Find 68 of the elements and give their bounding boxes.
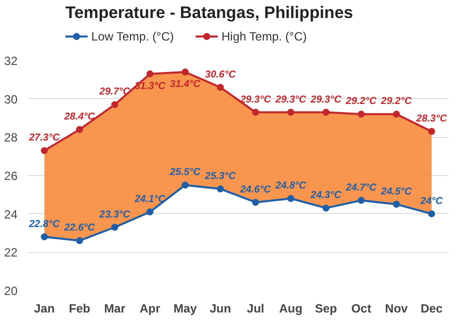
- data-label: 24.5°C: [380, 186, 413, 198]
- y-tick-label: 32: [4, 54, 18, 68]
- point: [428, 210, 436, 218]
- legend-label: Low Temp. (°C): [91, 30, 174, 44]
- x-tick-label: Oct: [351, 302, 372, 316]
- point: [287, 108, 294, 116]
- point: [392, 110, 400, 118]
- x-tick-label: Apr: [140, 302, 161, 316]
- data-label: 25.3°C: [204, 170, 236, 182]
- point: [40, 147, 48, 154]
- y-tick-label: 22: [4, 246, 18, 260]
- data-label: 24.3°C: [310, 190, 342, 202]
- y-tick-label: 28: [4, 130, 18, 145]
- y-tick-label: 26: [4, 169, 18, 183]
- y-tick-label: 30: [4, 92, 18, 106]
- point: [76, 126, 84, 133]
- data-label: 24.7°C: [344, 182, 378, 194]
- point: [111, 101, 118, 108]
- x-tick-label: Nov: [385, 302, 408, 316]
- data-label: 22.6°C: [63, 222, 96, 234]
- x-tick-label: Jan: [34, 302, 55, 316]
- y-tick-label: 20: [4, 284, 18, 298]
- point: [76, 237, 84, 244]
- point: [182, 68, 189, 76]
- legend-label: High Temp. (°C): [221, 30, 307, 44]
- point: [146, 70, 154, 78]
- point: [252, 198, 260, 206]
- data-label: 29.3°C: [274, 94, 307, 106]
- data-label: 28.4°C: [63, 112, 96, 122]
- data-label: 22.8°C: [28, 218, 60, 230]
- data-label: 24.6°C: [239, 184, 272, 196]
- data-label: 29.2°C: [344, 96, 378, 108]
- point: [216, 84, 224, 91]
- data-label: 29.2°C: [380, 96, 413, 108]
- point: [146, 208, 154, 216]
- x-tick-label: Mar: [104, 302, 126, 316]
- data-label: 25.5°C: [168, 167, 202, 178]
- x-tick-label: Feb: [68, 302, 90, 316]
- chart-title: Temperature - Batangas, Philippines: [65, 3, 353, 22]
- x-tick-label: Aug: [279, 302, 302, 316]
- data-label: 29.3°C: [310, 94, 342, 106]
- point: [428, 128, 436, 135]
- data-label: 24.1°C: [134, 194, 166, 205]
- data-label: 27.3°C: [28, 132, 60, 144]
- point: [182, 182, 189, 189]
- x-tick-label: Sep: [314, 302, 337, 316]
- data-label: 31.4°C: [170, 79, 202, 90]
- data-label: 29.3°C: [239, 94, 272, 106]
- data-label: 28.3°C: [415, 113, 448, 124]
- x-tick-label: Jul: [246, 302, 264, 316]
- point: [392, 200, 400, 208]
- point: [322, 108, 330, 116]
- x-tick-label: Jun: [210, 302, 232, 316]
- point: [40, 233, 48, 240]
- data-label: 30.6°C: [205, 69, 236, 80]
- point: [287, 195, 294, 202]
- point: [216, 185, 224, 192]
- x-tick-label: May: [173, 302, 198, 316]
- data-label: 24°C: [419, 196, 444, 207]
- point: [322, 204, 330, 212]
- point: [358, 110, 365, 118]
- y-tick-label: 24: [4, 207, 18, 222]
- point: [358, 196, 365, 204]
- point: [111, 224, 118, 231]
- point: [252, 108, 260, 116]
- x-tick-label: Dec: [420, 302, 443, 316]
- data-label: 24.8°C: [274, 180, 307, 192]
- data-label: 23.3°C: [98, 209, 131, 220]
